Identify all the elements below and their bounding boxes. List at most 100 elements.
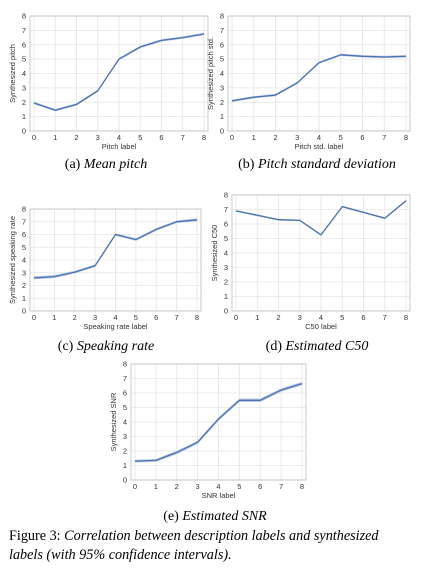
plot-frame	[231, 194, 411, 312]
x-axis-label: Pitch label	[102, 142, 137, 151]
y-tick-label: 8	[22, 12, 26, 21]
x-tick-label: 2	[175, 482, 179, 491]
y-tick-label: 0	[22, 127, 26, 136]
series-line	[33, 219, 198, 279]
x-tick-label: 5	[340, 313, 344, 322]
x-tick-label: 8	[195, 313, 199, 322]
x-tick-label: 4	[319, 313, 323, 322]
x-tick-label: 1	[154, 482, 158, 491]
y-tick-label: 6	[123, 389, 127, 398]
y-tick-label: 8	[220, 12, 224, 21]
y-tick-label: 8	[123, 360, 127, 369]
chart-d: 0 1 2 3 4 5 6 7 8 0 1 2 3 4 5 6 7 8 C50 label Synthesized C…	[210, 191, 411, 354]
x-tick-label: 0	[234, 313, 238, 322]
plot-frame	[130, 363, 307, 481]
y-tick-label: 6	[22, 230, 26, 239]
y-tick-label: 2	[123, 447, 127, 456]
subfigure-caption-title: Pitch standard deviation	[257, 157, 396, 172]
y-tick-label: 0	[224, 307, 228, 316]
subfigure-caption: (d) Estimated C50	[266, 339, 369, 354]
x-tick-label: 5	[138, 133, 142, 142]
subfigure-caption-prefix: (d)	[266, 339, 286, 354]
subfigure-caption-prefix: (a)	[65, 157, 84, 172]
x-tick-label: 6	[159, 133, 163, 142]
y-tick-label: 2	[22, 281, 26, 290]
subfigure-caption-title: Mean pitch	[83, 157, 147, 172]
x-tick-label: 2	[74, 133, 78, 142]
y-tick-label: 5	[224, 234, 228, 243]
y-tick-label: 5	[220, 55, 224, 64]
y-axis-label: Synthesized speaking rate	[8, 216, 17, 304]
plot-frame	[29, 15, 209, 132]
series-line	[231, 54, 407, 102]
x-axis-label: Pitch std. label	[295, 142, 344, 151]
y-tick-label: 7	[123, 374, 127, 383]
y-tick-label: 3	[22, 268, 26, 277]
x-tick-label: 6	[360, 133, 364, 142]
x-tick-label: 6	[154, 313, 158, 322]
y-tick-label: 2	[224, 278, 228, 287]
y-tick-label: 0	[220, 127, 224, 136]
x-tick-label: 0	[32, 133, 36, 142]
y-tick-label: 7	[22, 217, 26, 226]
x-tick-label: 3	[96, 133, 100, 142]
plot-frame	[227, 15, 411, 132]
chart-a: 0 1 2 3 4 5 6 7 8 0 1 2 3 4 5 6 7 8 Pitch label Synthesized…	[8, 12, 209, 172]
y-tick-label: 7	[224, 205, 228, 214]
y-tick-label: 8	[224, 191, 228, 200]
x-tick-label: 1	[252, 133, 256, 142]
y-tick-label: 1	[22, 112, 26, 121]
x-tick-label: 6	[258, 482, 262, 491]
confidence-band	[135, 381, 302, 463]
y-axis-label: Synthesized C50	[210, 225, 219, 282]
x-tick-label: 2	[273, 133, 277, 142]
x-tick-label: 8	[404, 313, 408, 322]
subfigure-caption-title: Estimated C50	[284, 339, 368, 354]
figure-caption: Figure 3: Correlation between descriptio…	[9, 527, 414, 565]
y-tick-label: 6	[220, 40, 224, 49]
subfigure-caption-prefix: (e)	[163, 509, 182, 524]
y-tick-label: 3	[220, 83, 224, 92]
x-tick-label: 4	[117, 133, 121, 142]
subfigure-caption: (b) Pitch standard deviation	[238, 157, 396, 172]
y-tick-label: 8	[22, 205, 26, 214]
x-tick-label: 5	[237, 482, 241, 491]
chart-b: 0 1 2 3 4 5 6 7 8 0 1 2 3 4 5 6 7 8 Pitch std. label Synthe…	[206, 12, 411, 172]
y-tick-label: 1	[220, 112, 224, 121]
x-tick-label: 3	[295, 133, 299, 142]
y-tick-label: 5	[123, 403, 127, 412]
y-tick-label: 4	[22, 256, 26, 265]
y-tick-label: 4	[220, 69, 224, 78]
y-tick-label: 7	[220, 26, 224, 35]
series-line	[33, 33, 205, 111]
chart-e: 0 1 2 3 4 5 6 7 8 0 1 2 3 4 5 6 7 8 SNR label Synthesized S…	[109, 360, 307, 524]
figure-caption-prefix: Figure 3:	[9, 528, 65, 544]
y-axis-label: Synthesized pitch std.	[206, 37, 215, 110]
y-tick-label: 7	[22, 26, 26, 35]
x-tick-label: 4	[216, 482, 220, 491]
series-line	[134, 382, 303, 462]
y-tick-label: 3	[123, 432, 127, 441]
y-tick-label: 5	[22, 243, 26, 252]
y-tick-label: 0	[22, 307, 26, 316]
y-axis-label: Synthesized SNR	[109, 392, 118, 451]
y-tick-label: 3	[22, 83, 26, 92]
x-tick-label: 2	[276, 313, 280, 322]
x-axis-label: C50 label	[305, 322, 337, 331]
y-tick-label: 1	[22, 294, 26, 303]
x-tick-label: 7	[383, 313, 387, 322]
subfigure-caption: (c) Speaking rate	[58, 339, 154, 354]
x-tick-label: 0	[133, 482, 137, 491]
x-tick-label: 4	[317, 133, 321, 142]
x-tick-label: 8	[404, 133, 408, 142]
x-tick-label: 3	[196, 482, 200, 491]
x-axis-label: SNR label	[202, 491, 236, 500]
x-tick-label: 7	[175, 313, 179, 322]
subfigure-caption-title: Estimated SNR	[181, 509, 267, 524]
chart-c: 0 1 2 3 4 5 6 7 8 0 1 2 3 4 5 6 7 8 Speaking rate label Syn…	[8, 205, 202, 354]
y-tick-label: 6	[224, 220, 228, 229]
subfigure-caption-prefix: (b)	[238, 157, 258, 172]
y-tick-label: 2	[22, 98, 26, 107]
subfigure-caption: (e) Estimated SNR	[163, 509, 267, 524]
